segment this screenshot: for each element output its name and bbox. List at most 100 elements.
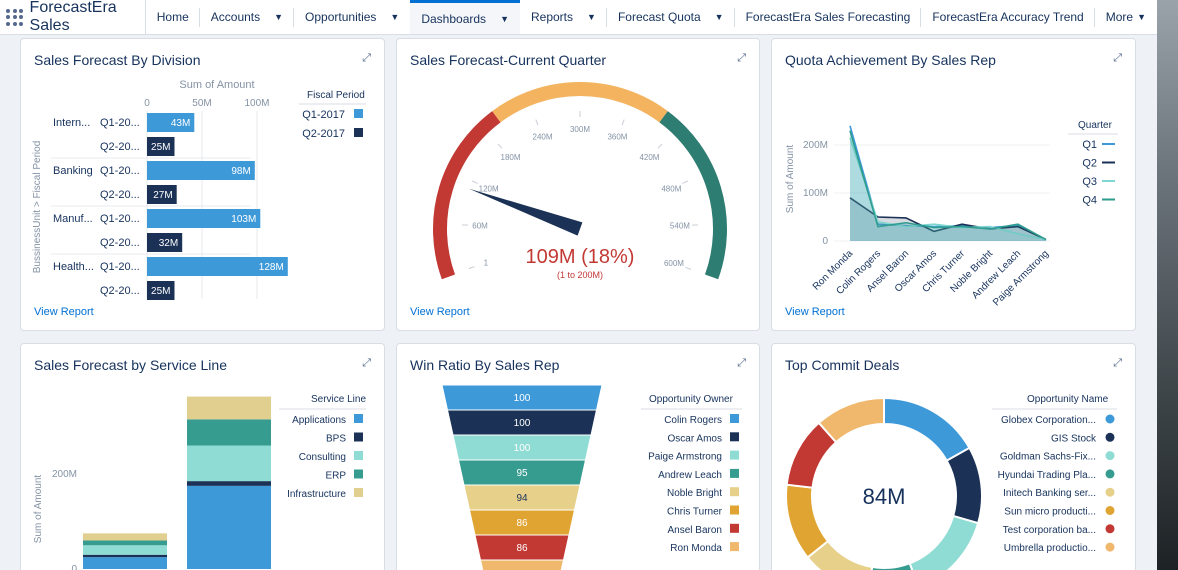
- y-axis-label: Sum of Amount: [785, 145, 796, 214]
- card-title: Sales Forecast by Service Line: [34, 357, 227, 373]
- axis-tick: 0: [144, 98, 150, 109]
- legend-label: Hyundai Trading Pla...: [998, 470, 1096, 481]
- bar: [147, 257, 288, 276]
- gauge-tick-label: 180M: [501, 153, 521, 162]
- nav-sales-forecasting[interactable]: ForecastEra Sales Forecasting: [735, 0, 922, 34]
- legend-label: Oscar Amos: [668, 433, 722, 444]
- nav-more[interactable]: More ▼: [1095, 0, 1157, 34]
- stack-segment: [83, 545, 167, 555]
- expand-icon[interactable]: ⤢: [362, 52, 371, 64]
- legend-swatch: [354, 488, 363, 497]
- chevron-down-icon[interactable]: ▼: [390, 12, 400, 22]
- bar-label: 32M: [159, 238, 178, 249]
- gauge-tick: [685, 266, 692, 270]
- division-name: Banking: [53, 165, 93, 177]
- series-area: [850, 125, 1046, 241]
- division-name: Intern...: [53, 117, 90, 129]
- gauge-tick: [468, 266, 475, 270]
- nav-accounts-label: Accounts: [210, 10, 261, 24]
- win-chart: 100 100 100 95 94 86 86 Opportunity Owner Colin …: [441, 384, 742, 570]
- nav-dashboards[interactable]: Dashboards ▼: [410, 0, 520, 34]
- bar-label: 43M: [171, 118, 190, 129]
- nav-home-label: Home: [156, 10, 189, 24]
- funnel-value: 95: [516, 468, 528, 479]
- deals-chart: 84M Opportunity Name Globex Corporation...…: [785, 394, 1117, 570]
- period-label: Q2-20...: [100, 285, 140, 297]
- chevron-down-icon[interactable]: ▼: [587, 12, 596, 22]
- view-report-link[interactable]: View Report: [410, 306, 470, 318]
- card-quota: Quota Achievement By Sales Rep ⤢ 0 100M 20…: [771, 38, 1136, 331]
- axis-tick: 100M: [244, 98, 269, 109]
- stack-segment: [83, 540, 167, 546]
- chevron-down-icon[interactable]: ▼: [714, 12, 724, 22]
- donut-total: 84M: [863, 484, 906, 509]
- legend-swatch: [354, 469, 363, 479]
- legend-label: Ansel Baron: [668, 525, 722, 536]
- gauge-tick-label: 540M: [670, 222, 690, 231]
- period-label: Q1-20...: [100, 165, 140, 177]
- y-tick: 0: [822, 236, 828, 247]
- funnel-segment: [479, 559, 565, 570]
- expand-icon[interactable]: ⤢: [1113, 357, 1122, 369]
- card-title: Sales Forecast-Current Quarter: [410, 52, 607, 68]
- legend-swatch: [1105, 506, 1115, 515]
- nav-reports[interactable]: Reports ▼: [520, 0, 607, 34]
- nav-accuracy-trend[interactable]: ForecastEra Accuracy Trend: [921, 0, 1095, 34]
- expand-icon[interactable]: ⤢: [737, 52, 746, 64]
- view-report-link[interactable]: View Report: [34, 306, 94, 318]
- period-label: Q2-20...: [100, 141, 140, 153]
- legend-swatch: [730, 414, 739, 423]
- gauge-range: (1 to 200M): [557, 270, 603, 280]
- gauge-tick-label: 240M: [533, 132, 553, 141]
- legend-swatch: [1105, 542, 1115, 552]
- expand-icon[interactable]: ⤢: [737, 357, 746, 369]
- global-nav: ForecastEra Sales Home Accounts ▼ Opportu…: [0, 0, 1157, 35]
- period-label: Q1-20...: [100, 261, 140, 273]
- nav-forecast-quota[interactable]: Forecast Quota ▼: [607, 0, 735, 34]
- nav-home[interactable]: Home: [146, 0, 200, 34]
- chevron-down-icon[interactable]: ▼: [274, 12, 284, 22]
- gauge-tick-label: 1: [484, 259, 489, 268]
- legend-label: Q2: [1082, 158, 1097, 170]
- legend-label: BPS: [326, 434, 346, 445]
- donut-slice: [908, 514, 980, 570]
- expand-icon[interactable]: ⤢: [1113, 52, 1122, 64]
- y-axis-label: Sum of Amount: [33, 475, 44, 544]
- desktop-edge: [1157, 0, 1178, 570]
- legend-label: GIS Stock: [1051, 433, 1097, 444]
- legend-swatch: [730, 468, 739, 478]
- view-report-link[interactable]: View Report: [785, 306, 845, 318]
- chevron-down-icon[interactable]: ▼: [500, 13, 509, 24]
- legend-swatch: [354, 128, 363, 137]
- division-name: Manuf...: [53, 213, 93, 225]
- period-label: Q1-20...: [100, 213, 140, 225]
- legend-label: Goldman Sachs-Fix...: [1000, 452, 1096, 463]
- nav-opportunities[interactable]: Opportunities ▼: [294, 0, 410, 34]
- series-line: [849, 137, 1047, 241]
- legend-label: Applications: [292, 415, 346, 426]
- card-title: Sales Forecast By Division: [34, 52, 201, 68]
- stack-segment: [83, 554, 167, 558]
- legend-label: Q1-2017: [302, 109, 345, 121]
- expand-icon[interactable]: ⤢: [362, 357, 371, 369]
- gauge-tick-label: 120M: [479, 184, 499, 193]
- stack-segment: [187, 445, 271, 482]
- legend-label: Infrastructure: [287, 489, 346, 500]
- division-name: Health...: [53, 261, 94, 273]
- donut-slice: [883, 396, 971, 463]
- y-tick: 0: [71, 564, 77, 570]
- legend-swatch: [1105, 524, 1115, 534]
- legend-swatch: [1105, 414, 1115, 424]
- app-launcher-icon[interactable]: [0, 0, 30, 34]
- bar: [147, 137, 175, 156]
- stack-segment: [187, 485, 271, 569]
- legend-label: Test corporation ba...: [1003, 525, 1096, 536]
- division-chart: Sum of Amount 0 50M 100M BussinessUnit > Fis…: [32, 79, 366, 300]
- gauge-tick: [471, 180, 478, 184]
- bar: [147, 209, 261, 228]
- legend-label: Q1: [1082, 139, 1097, 151]
- funnel-value: 100: [514, 418, 531, 429]
- legend-label: Q4: [1082, 195, 1097, 207]
- nav-sales-forecasting-label: ForecastEra Sales Forecasting: [745, 10, 911, 24]
- nav-accounts[interactable]: Accounts ▼: [200, 0, 295, 34]
